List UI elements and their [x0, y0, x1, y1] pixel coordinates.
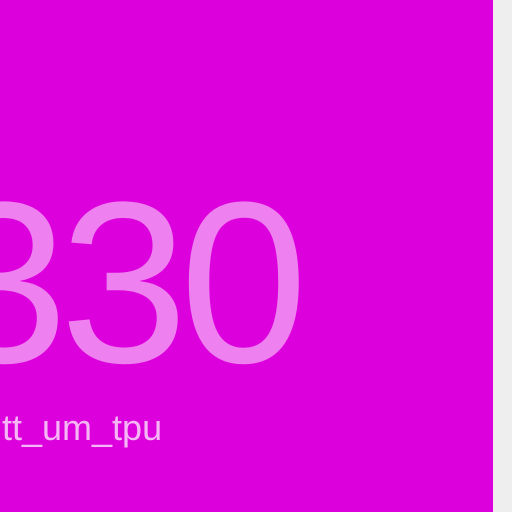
tile-value: 330: [0, 154, 308, 411]
project-tile[interactable]: 330 tt_um_tpu: [0, 0, 493, 512]
tile-caption: tt_um_tpu: [2, 407, 163, 448]
right-margin: [493, 0, 512, 512]
